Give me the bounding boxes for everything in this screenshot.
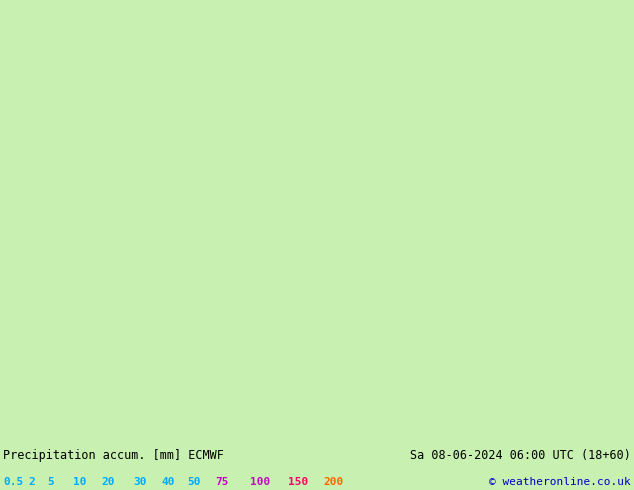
Text: 0.5: 0.5 <box>3 477 23 487</box>
Text: 10: 10 <box>73 477 86 487</box>
Text: Precipitation accum. [mm] ECMWF: Precipitation accum. [mm] ECMWF <box>3 449 224 462</box>
Text: 30: 30 <box>133 477 146 487</box>
Text: 40: 40 <box>162 477 175 487</box>
Text: 20: 20 <box>101 477 115 487</box>
Text: 50: 50 <box>187 477 200 487</box>
Text: 200: 200 <box>323 477 344 487</box>
Text: 100: 100 <box>250 477 271 487</box>
Text: Sa 08-06-2024 06:00 UTC (18+60): Sa 08-06-2024 06:00 UTC (18+60) <box>410 449 631 462</box>
Text: 2: 2 <box>29 477 36 487</box>
Text: 150: 150 <box>288 477 309 487</box>
Text: 5: 5 <box>48 477 55 487</box>
Text: © weatheronline.co.uk: © weatheronline.co.uk <box>489 477 631 487</box>
Text: 75: 75 <box>216 477 229 487</box>
